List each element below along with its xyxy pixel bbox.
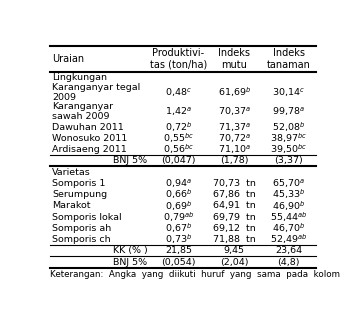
Text: 69,12  tn: 69,12 tn <box>213 224 256 233</box>
Text: 71,88  tn: 71,88 tn <box>213 235 256 244</box>
Text: 21,85: 21,85 <box>165 246 192 255</box>
Text: 39,50$^{bc}$: 39,50$^{bc}$ <box>270 143 307 156</box>
Text: BNJ 5%: BNJ 5% <box>114 258 147 266</box>
Text: 45,33$^b$: 45,33$^b$ <box>272 188 305 201</box>
Text: 71,10$^a$: 71,10$^a$ <box>218 143 251 156</box>
Text: Dawuhan 2011: Dawuhan 2011 <box>52 123 124 131</box>
Text: 46,70$^b$: 46,70$^b$ <box>272 221 305 235</box>
Text: Ardisaeng 2011: Ardisaeng 2011 <box>52 145 127 154</box>
Text: BNJ 5%: BNJ 5% <box>114 156 147 165</box>
Text: (3,37): (3,37) <box>274 156 303 165</box>
Text: Lingkungan: Lingkungan <box>52 73 107 82</box>
Text: 64,91  tn: 64,91 tn <box>213 201 256 210</box>
Text: (2,04): (2,04) <box>220 258 248 266</box>
Text: 0,79$^{ab}$: 0,79$^{ab}$ <box>163 210 194 224</box>
Text: Somporis ah: Somporis ah <box>52 224 112 233</box>
Text: 0,73$^b$: 0,73$^b$ <box>165 233 192 246</box>
Text: Uraian: Uraian <box>52 54 85 64</box>
Text: 38,97$^{bc}$: 38,97$^{bc}$ <box>270 131 307 145</box>
Text: 99,78$^a$: 99,78$^a$ <box>272 105 305 118</box>
Text: Somporis 1: Somporis 1 <box>52 179 106 188</box>
Text: (1,78): (1,78) <box>220 156 248 165</box>
Text: 71,37$^a$: 71,37$^a$ <box>218 121 251 134</box>
Text: 70,37$^a$: 70,37$^a$ <box>218 105 251 118</box>
Text: 46,90$^b$: 46,90$^b$ <box>272 199 305 213</box>
Text: Produktivi-
tas (ton/ha): Produktivi- tas (ton/ha) <box>150 48 207 70</box>
Text: 67,86  tn: 67,86 tn <box>213 190 256 199</box>
Text: 52,49$^{ab}$: 52,49$^{ab}$ <box>270 233 307 246</box>
Text: 0,94$^a$: 0,94$^a$ <box>165 177 192 190</box>
Text: Karanganyar tegal
2009: Karanganyar tegal 2009 <box>52 83 141 102</box>
Text: 0,66$^b$: 0,66$^b$ <box>165 188 192 201</box>
Text: 30,14$^c$: 30,14$^c$ <box>272 86 305 99</box>
Text: (0,047): (0,047) <box>161 156 196 165</box>
Text: Varietas: Varietas <box>52 168 91 176</box>
Text: (4,8): (4,8) <box>277 258 300 266</box>
Text: 0,55$^{bc}$: 0,55$^{bc}$ <box>163 131 194 145</box>
Text: 0,56$^{bc}$: 0,56$^{bc}$ <box>163 143 194 156</box>
Text: 61,69$^b$: 61,69$^b$ <box>217 86 251 100</box>
Text: Keterangan:  Angka  yang  diikuti  huruf  yang  sama  pada  kolom: Keterangan: Angka yang diikuti huruf yan… <box>50 270 340 279</box>
Text: 9,45: 9,45 <box>223 246 245 255</box>
Text: Serumpung: Serumpung <box>52 190 107 199</box>
Text: Karanganyar
sawah 2009: Karanganyar sawah 2009 <box>52 102 114 122</box>
Text: 0,67$^b$: 0,67$^b$ <box>165 221 192 235</box>
Text: 1,42$^a$: 1,42$^a$ <box>165 105 192 118</box>
Text: Marakot: Marakot <box>52 201 91 210</box>
Text: 65,70$^a$: 65,70$^a$ <box>272 177 305 190</box>
Text: Somporis lokal: Somporis lokal <box>52 213 122 221</box>
Text: KK (% ): KK (% ) <box>113 246 147 255</box>
Text: 52,08$^b$: 52,08$^b$ <box>272 120 305 134</box>
Text: 70,72$^a$: 70,72$^a$ <box>218 132 251 145</box>
Text: 70,73  tn: 70,73 tn <box>213 179 256 188</box>
Text: 23,64: 23,64 <box>275 246 302 255</box>
Text: Indeks
tanaman: Indeks tanaman <box>267 48 311 70</box>
Text: 0,72$^b$: 0,72$^b$ <box>165 120 192 134</box>
Text: Indeks
mutu: Indeks mutu <box>218 48 250 70</box>
Text: Wonosuko 2011: Wonosuko 2011 <box>52 134 127 143</box>
Text: (0,054): (0,054) <box>161 258 196 266</box>
Text: 69,79  tn: 69,79 tn <box>213 213 256 221</box>
Text: 0,69$^b$: 0,69$^b$ <box>165 199 192 213</box>
Text: 55,44$^{ab}$: 55,44$^{ab}$ <box>270 210 307 224</box>
Text: 0,48$^c$: 0,48$^c$ <box>165 86 192 99</box>
Text: Somporis ch: Somporis ch <box>52 235 111 244</box>
